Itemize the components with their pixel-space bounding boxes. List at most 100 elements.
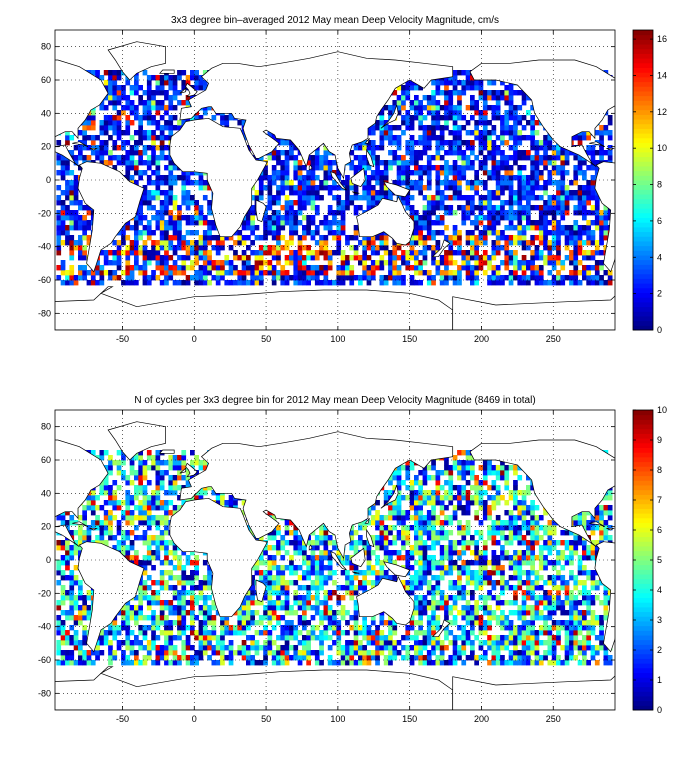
data-cell [534,270,540,276]
data-cell [69,625,75,631]
coastline [89,147,98,151]
data-cell [422,255,428,261]
data-cell [444,110,449,116]
data-cell [362,275,367,281]
data-cell [159,90,165,96]
data-cell [142,270,148,276]
data-cell [418,100,423,106]
data-cell [82,145,87,151]
data-cell [172,650,178,656]
data-cell [151,490,156,496]
data-cell [297,160,303,166]
data-cell [108,465,113,471]
data-cell [383,275,389,281]
data-cell [474,255,479,261]
data-cell [319,155,324,161]
data-cell [504,170,510,176]
data-cell [431,105,436,111]
data-cell [314,185,320,191]
data-cell [250,215,255,221]
data-cell [465,200,471,206]
data-cell [78,620,83,626]
data-cell [513,225,518,231]
data-cell [159,280,165,286]
data-cell [284,175,290,181]
data-cell [452,90,458,96]
data-cell [573,155,579,161]
data-cell [159,580,165,586]
data-cell [526,240,531,246]
data-cell [121,625,126,631]
data-cell [78,650,83,656]
data-cell [482,90,488,96]
data-cell [431,100,436,106]
data-cell [181,270,187,276]
data-cell [603,270,609,276]
data-cell [448,150,454,156]
data-cell [254,250,260,256]
data-cell [146,75,152,81]
data-cell [461,140,467,146]
data-cell [405,125,411,131]
data-cell [155,490,161,496]
data-cell [82,250,87,256]
data-cell [495,185,501,191]
data-cell [461,170,467,176]
data-cell [146,160,152,166]
data-cell [271,210,277,216]
data-cell [349,200,355,206]
data-cell [474,220,479,226]
data-cell [599,150,604,156]
data-cell [302,215,307,221]
data-cell [513,105,518,111]
data-cell [401,115,406,121]
data-cell [168,200,174,206]
data-cell [448,185,454,191]
data-cell [465,205,471,211]
data-cell [444,105,449,111]
data-cell [340,255,346,261]
data-cell [513,260,518,266]
data-cell [129,615,135,621]
data-cell [142,580,148,586]
data-cell [573,170,579,176]
data-cell [414,170,419,176]
data-cell [323,255,329,261]
data-cell [405,95,411,101]
data-cell [534,150,540,156]
data-cell [375,260,380,266]
data-cell [508,250,514,256]
data-cell [556,240,561,246]
data-cell [56,230,62,236]
data-cell [69,605,75,611]
data-cell [112,120,118,126]
data-cell [594,195,600,201]
data-cell [573,210,579,216]
data-cell [121,500,126,506]
data-cell [78,545,83,551]
data-cell [185,250,191,256]
data-cell [168,160,174,166]
data-cell [185,655,191,661]
data-cell [500,175,505,181]
data-cell [500,245,505,251]
data-cell [95,650,100,656]
data-cell [379,160,385,166]
data-cell [138,455,143,461]
data-cell [146,90,152,96]
data-cell [138,160,143,166]
data-cell [431,245,436,251]
data-cell [547,255,553,261]
data-cell [551,160,557,166]
data-cell [538,250,544,256]
data-cell [116,245,122,251]
data-cell [375,200,380,206]
data-cell [504,165,510,171]
data-cell [306,280,311,286]
data-cell [271,220,277,226]
data-cell [491,190,497,196]
data-cell [444,170,449,176]
data-cell [375,120,380,126]
data-cell [452,225,458,231]
data-cell [336,220,342,226]
